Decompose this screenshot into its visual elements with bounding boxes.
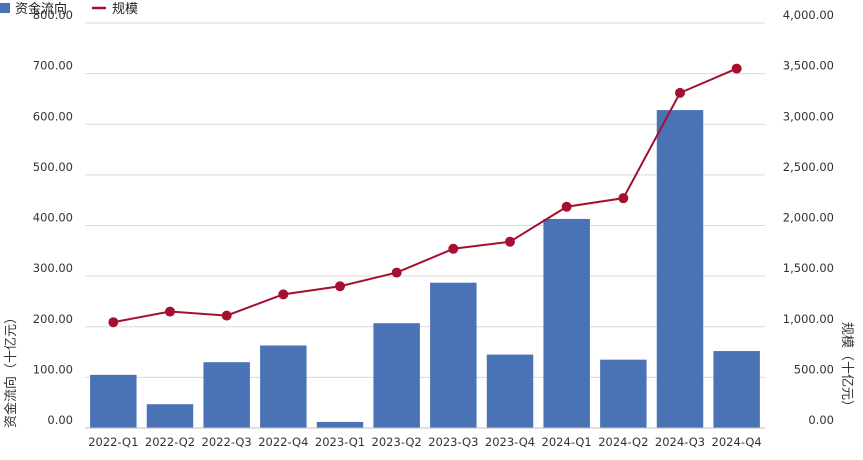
right-tick-label: 500.00 [794, 362, 834, 376]
line-point [108, 317, 119, 328]
left-tick-label: 500.00 [33, 160, 73, 174]
bar [543, 218, 590, 428]
x-tick-label: 2023-Q2 [372, 435, 422, 449]
x-tick-label: 2024-Q3 [655, 435, 705, 449]
line-point [448, 243, 459, 254]
line-point [618, 193, 629, 204]
left-axis-title: 资金流向（十亿元） [3, 311, 19, 428]
line-point [561, 201, 572, 212]
bar [600, 359, 647, 428]
x-tick-label: 2023-Q3 [428, 435, 478, 449]
left-tick-label: 300.00 [33, 261, 73, 275]
line-point [505, 236, 515, 247]
left-tick-label: 700.00 [33, 59, 73, 73]
bar [373, 323, 420, 428]
right-tick-label: 3,500.00 [783, 59, 834, 73]
bar [203, 362, 250, 428]
x-tick-label: 2022-Q2 [145, 435, 195, 449]
right-axis-title: 规模（十亿元） [839, 322, 854, 413]
left-tick-label: 400.00 [33, 211, 73, 225]
line-point [335, 281, 345, 292]
right-tick-label: 1,500.00 [783, 261, 834, 275]
right-tick-label: 2,000.00 [783, 211, 834, 225]
x-tick-label: 2024-Q1 [542, 435, 592, 449]
left-tick-label: 800.00 [33, 8, 73, 22]
x-tick-label: 2023-Q4 [485, 435, 535, 449]
left-tick-label: 600.00 [33, 109, 73, 123]
legend-label-bar: 资金流向 [15, 1, 67, 17]
bar-series [90, 110, 760, 428]
x-tick-label: 2024-Q2 [598, 435, 648, 449]
bar [486, 354, 534, 428]
bar [90, 374, 137, 428]
line-series [108, 63, 742, 328]
left-tick-label: 100.00 [33, 362, 73, 376]
x-tick-label: 2022-Q3 [202, 435, 252, 449]
right-tick-label: 2,500.00 [783, 160, 834, 174]
line-point [731, 63, 742, 74]
line-point [165, 306, 175, 317]
bar [430, 282, 477, 428]
right-axis-ticks: 4,000.00 3,500.00 3,000.00 2,500.00 2,000.00… [783, 8, 834, 427]
left-axis-ticks: 800.00 700.00 600.00 500.00 400.00 300.00 200.… [33, 8, 73, 427]
x-axis-ticks: 2022-Q1 2022-Q2 2022-Q3 2022-Q4 2023-Q1 2023-… [85, 427, 765, 449]
right-tick-label: 3,000.00 [783, 109, 834, 123]
right-tick-label: 1,000.00 [783, 312, 834, 326]
line-point [278, 289, 289, 300]
bar [713, 351, 760, 428]
x-tick-label: 2022-Q1 [88, 435, 138, 449]
bar [260, 345, 307, 428]
legend: 资金流向 规模 [0, 1, 138, 17]
bar [656, 110, 704, 428]
line-point [675, 87, 685, 98]
right-tick-label: 0.00 [808, 413, 834, 427]
legend-swatch-bar [0, 3, 10, 13]
line-point [221, 310, 232, 321]
x-tick-label: 2022-Q4 [258, 435, 308, 449]
right-tick-label: 4,000.00 [783, 8, 834, 22]
line-point [391, 267, 402, 278]
line-path [113, 67, 738, 324]
left-tick-label: 200.00 [33, 312, 73, 326]
x-tick-label: 2023-Q1 [315, 435, 365, 449]
left-tick-label: 0.00 [47, 413, 73, 427]
bar [316, 421, 364, 428]
legend-label-line: 规模 [112, 2, 138, 17]
bar [146, 404, 194, 428]
x-tick-label: 2024-Q4 [712, 435, 762, 449]
